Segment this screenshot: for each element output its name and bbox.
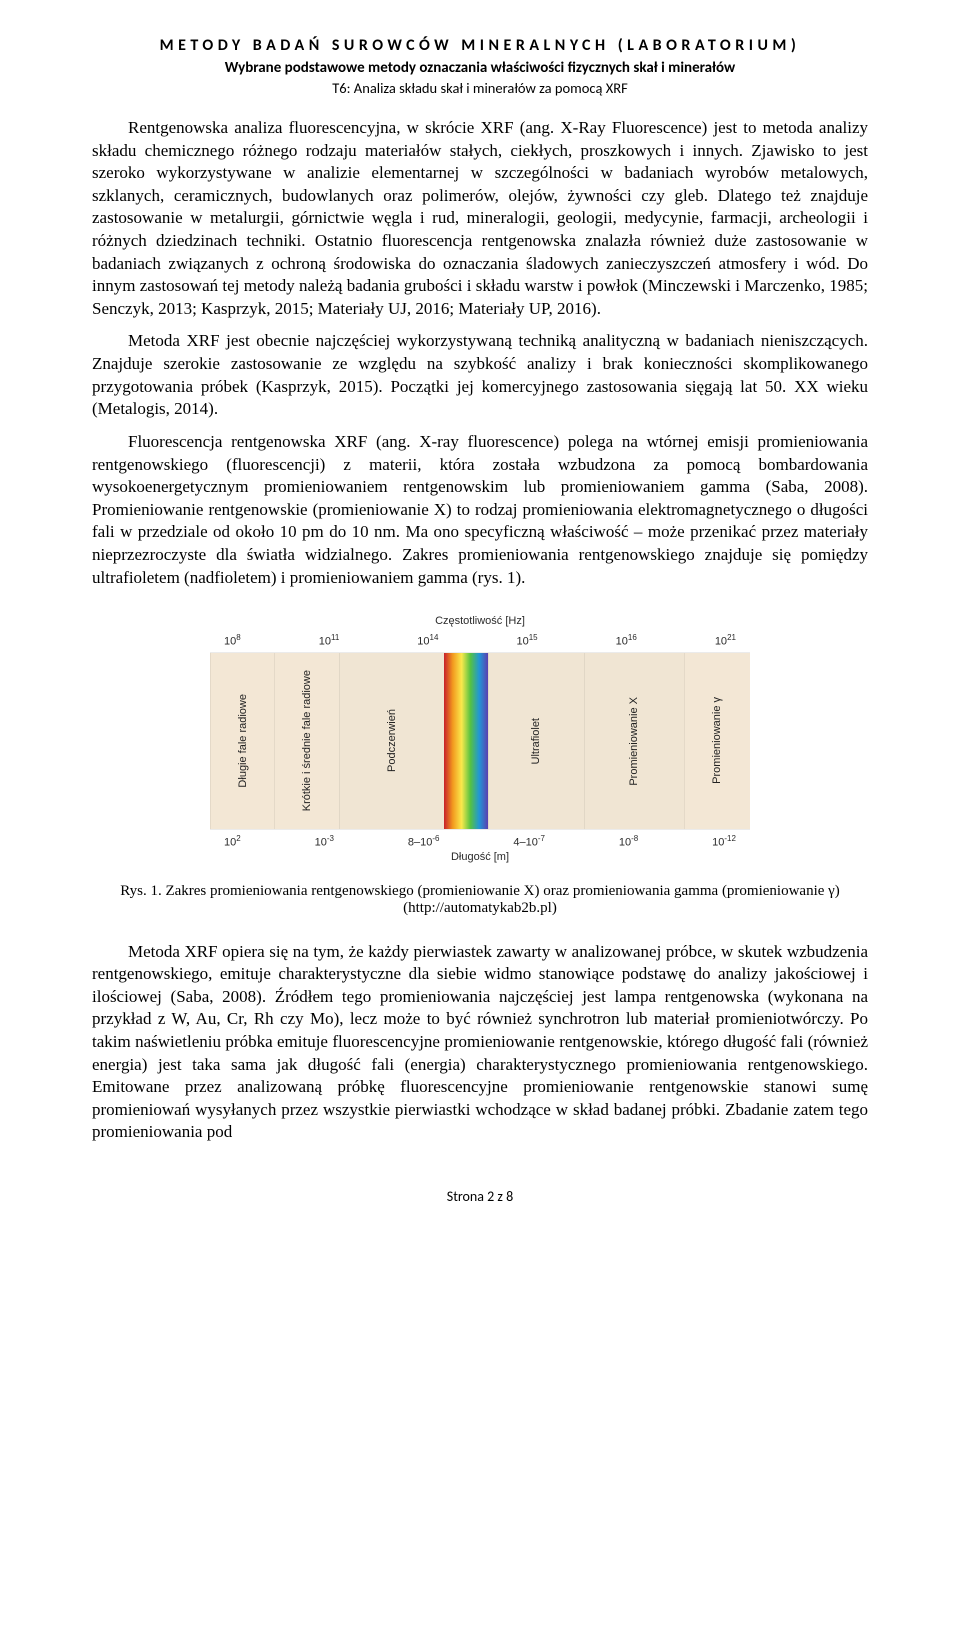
frequency-tick: 1021 [715,633,736,648]
spectrum-figure: Częstotliwość [Hz] 108101110141015101610… [210,615,750,862]
wavelength-tick: 10-3 [315,834,334,849]
spectrum-band: Promieniowanie γ [684,653,750,829]
spectrum-band: Ultrafiolet [488,653,584,829]
wavelength-tick: 10-8 [619,834,638,849]
wavelength-axis-label: Długość [m] [210,851,750,863]
header-line1: METODY BADAŃ SUROWCÓW MINERALNYCH (LABOR… [92,36,868,55]
spectrum-band: Długie fale radiowe [210,653,274,829]
spectrum-band: Podczerwień [339,653,445,829]
wavelength-ticks: 102 10-3 8–10-6 4–10-7 10-8 10-12 [210,834,750,849]
frequency-tick: 1011 [319,633,340,648]
wavelength-tick: 8–10-6 [408,834,440,849]
header-line2: Wybrane podstawowe metody oznaczania wła… [92,59,868,77]
spectrum-band: Promieniowanie X [584,653,684,829]
body-text: Rentgenowska analiza fluorescencyjna, w … [92,117,868,589]
band-label: Ultrafiolet [530,718,542,764]
paragraph-4: Metoda XRF opiera się na tym, że każdy p… [92,941,868,1144]
frequency-ticks: 108 1011 1014 1015 1016 1021 [210,633,750,648]
frequency-tick: 108 [224,633,241,648]
frequency-tick: 1016 [616,633,637,648]
figure-caption: Rys. 1. Zakres promieniowania rentgenows… [92,883,868,917]
band-label: Promieniowanie X [628,697,640,786]
wavelength-tick: 10-12 [712,834,736,849]
paragraph-3: Fluorescencja rentgenowska XRF (ang. X-r… [92,431,868,589]
spectrum-bands: Długie fale radiowe Krótkie i średnie fal… [210,652,750,830]
page: METODY BADAŃ SUROWCÓW MINERALNYCH (LABOR… [0,0,960,1237]
band-label: Krótkie i średnie fale radiowe [301,670,313,811]
band-label: Długie fale radiowe [237,694,249,788]
band-label: Podczerwień [386,709,398,772]
visible-light-band [444,653,488,829]
band-label: Promieniowanie γ [711,697,723,784]
frequency-tick: 1015 [516,633,537,648]
body-text-2: Metoda XRF opiera się na tym, że każdy p… [92,941,868,1144]
spectrum-band: Krótkie i średnie fale radiowe [274,653,338,829]
wavelength-tick: 102 [224,834,241,849]
page-footer: Strona 2 z 8 [92,1188,868,1205]
paragraph-2: Metoda XRF jest obecnie najczęściej wyko… [92,330,868,420]
frequency-axis-label: Częstotliwość [Hz] [210,615,750,627]
header-line3: T6: Analiza składu skał i minerałów za p… [92,79,868,97]
paragraph-1: Rentgenowska analiza fluorescencyjna, w … [92,117,868,320]
wavelength-tick: 4–10-7 [513,834,545,849]
frequency-tick: 1014 [417,633,438,648]
